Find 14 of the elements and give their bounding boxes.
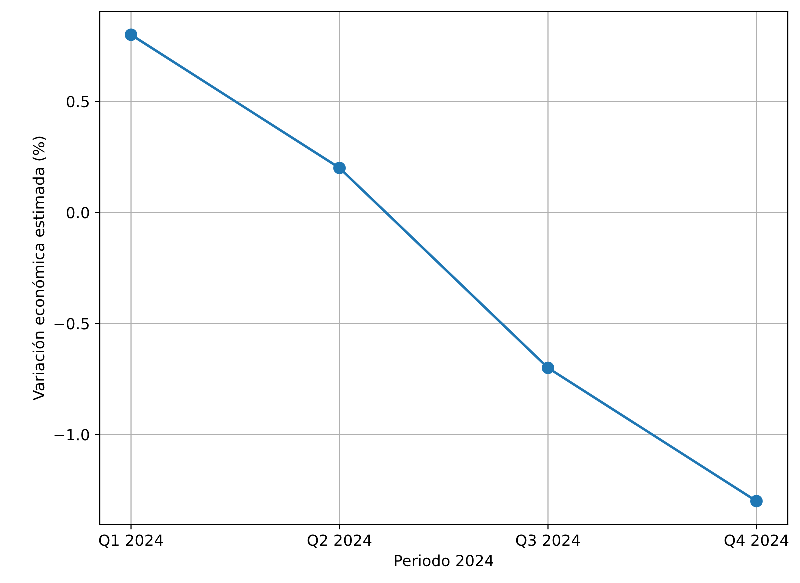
y-axis-title: Variación económica estimada (%) — [32, 136, 46, 401]
x-tick-label: Q3 2024 — [516, 534, 580, 548]
point — [125, 28, 138, 42]
y-tick-label: −1.0 — [54, 429, 90, 441]
x-tick-label: Q2 2024 — [308, 534, 372, 548]
x-tick-label: Q1 2024 — [99, 534, 164, 548]
x-tick-label: Q4 2024 — [724, 534, 789, 548]
y-tick-label: −0.5 — [54, 318, 89, 330]
point — [750, 495, 763, 508]
x-axis-title: Periodo 2024 — [395, 554, 494, 567]
y-tick-label: 0.0 — [66, 207, 90, 219]
point — [334, 162, 346, 174]
y-tick-label: 0.5 — [66, 96, 89, 108]
point — [542, 362, 554, 374]
